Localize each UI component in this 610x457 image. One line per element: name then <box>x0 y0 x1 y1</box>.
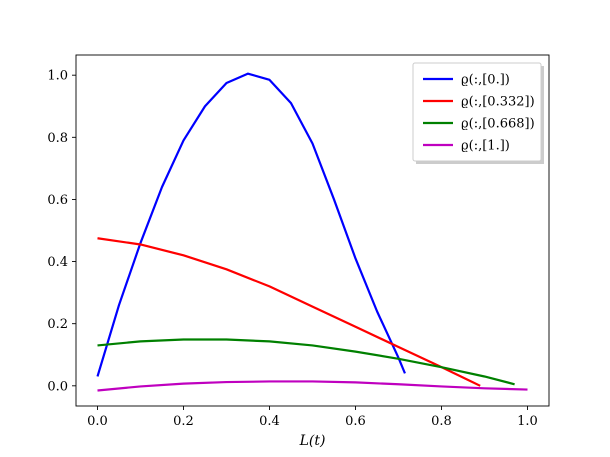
x-tick-label: 0.6 <box>345 414 366 429</box>
x-tick-label: 0.0 <box>87 414 108 429</box>
legend: ϱ(:,[0.]) ϱ(:,[0.332]) ϱ(:,[0.668]) ϱ(:,[1.… <box>412 62 544 164</box>
series-line-3 <box>97 380 528 392</box>
y-tick-label: 0.4 <box>47 255 68 270</box>
y-axis-ticks: 0.0 0.2 0.4 0.6 0.8 1.0 <box>47 69 76 394</box>
x-axis-label: L(t) <box>299 433 326 449</box>
legend-label: ϱ(:,[1.]) <box>461 139 510 154</box>
x-tick-label: 0.8 <box>431 414 452 429</box>
y-tick-label: 0.6 <box>47 193 68 208</box>
y-tick-label: 0.8 <box>47 131 68 146</box>
x-tick-label: 1.0 <box>517 414 538 429</box>
y-tick-label: 1.0 <box>47 69 68 84</box>
y-tick-label: 0.2 <box>47 317 68 332</box>
series-line-1 <box>97 237 481 387</box>
legend-box <box>412 62 542 162</box>
legend-label: ϱ(:,[0.668]) <box>461 117 535 132</box>
x-tick-label: 0.4 <box>259 414 280 429</box>
x-axis-ticks: 0.0 0.2 0.4 0.6 0.8 1.0 <box>87 406 538 429</box>
legend-label: ϱ(:,[0.332]) <box>461 95 535 110</box>
axes-frame <box>75 54 550 407</box>
legend-label: ϱ(:,[0.]) <box>461 73 510 88</box>
legend-entries: ϱ(:,[0.]) ϱ(:,[0.332]) ϱ(:,[0.668]) ϱ(:,[1.… <box>423 73 535 154</box>
series-layer <box>96 72 528 392</box>
x-tick-label: 0.2 <box>173 414 194 429</box>
series-line-0 <box>96 72 406 377</box>
y-tick-label: 0.0 <box>47 379 68 394</box>
series-line-2 <box>97 338 515 386</box>
